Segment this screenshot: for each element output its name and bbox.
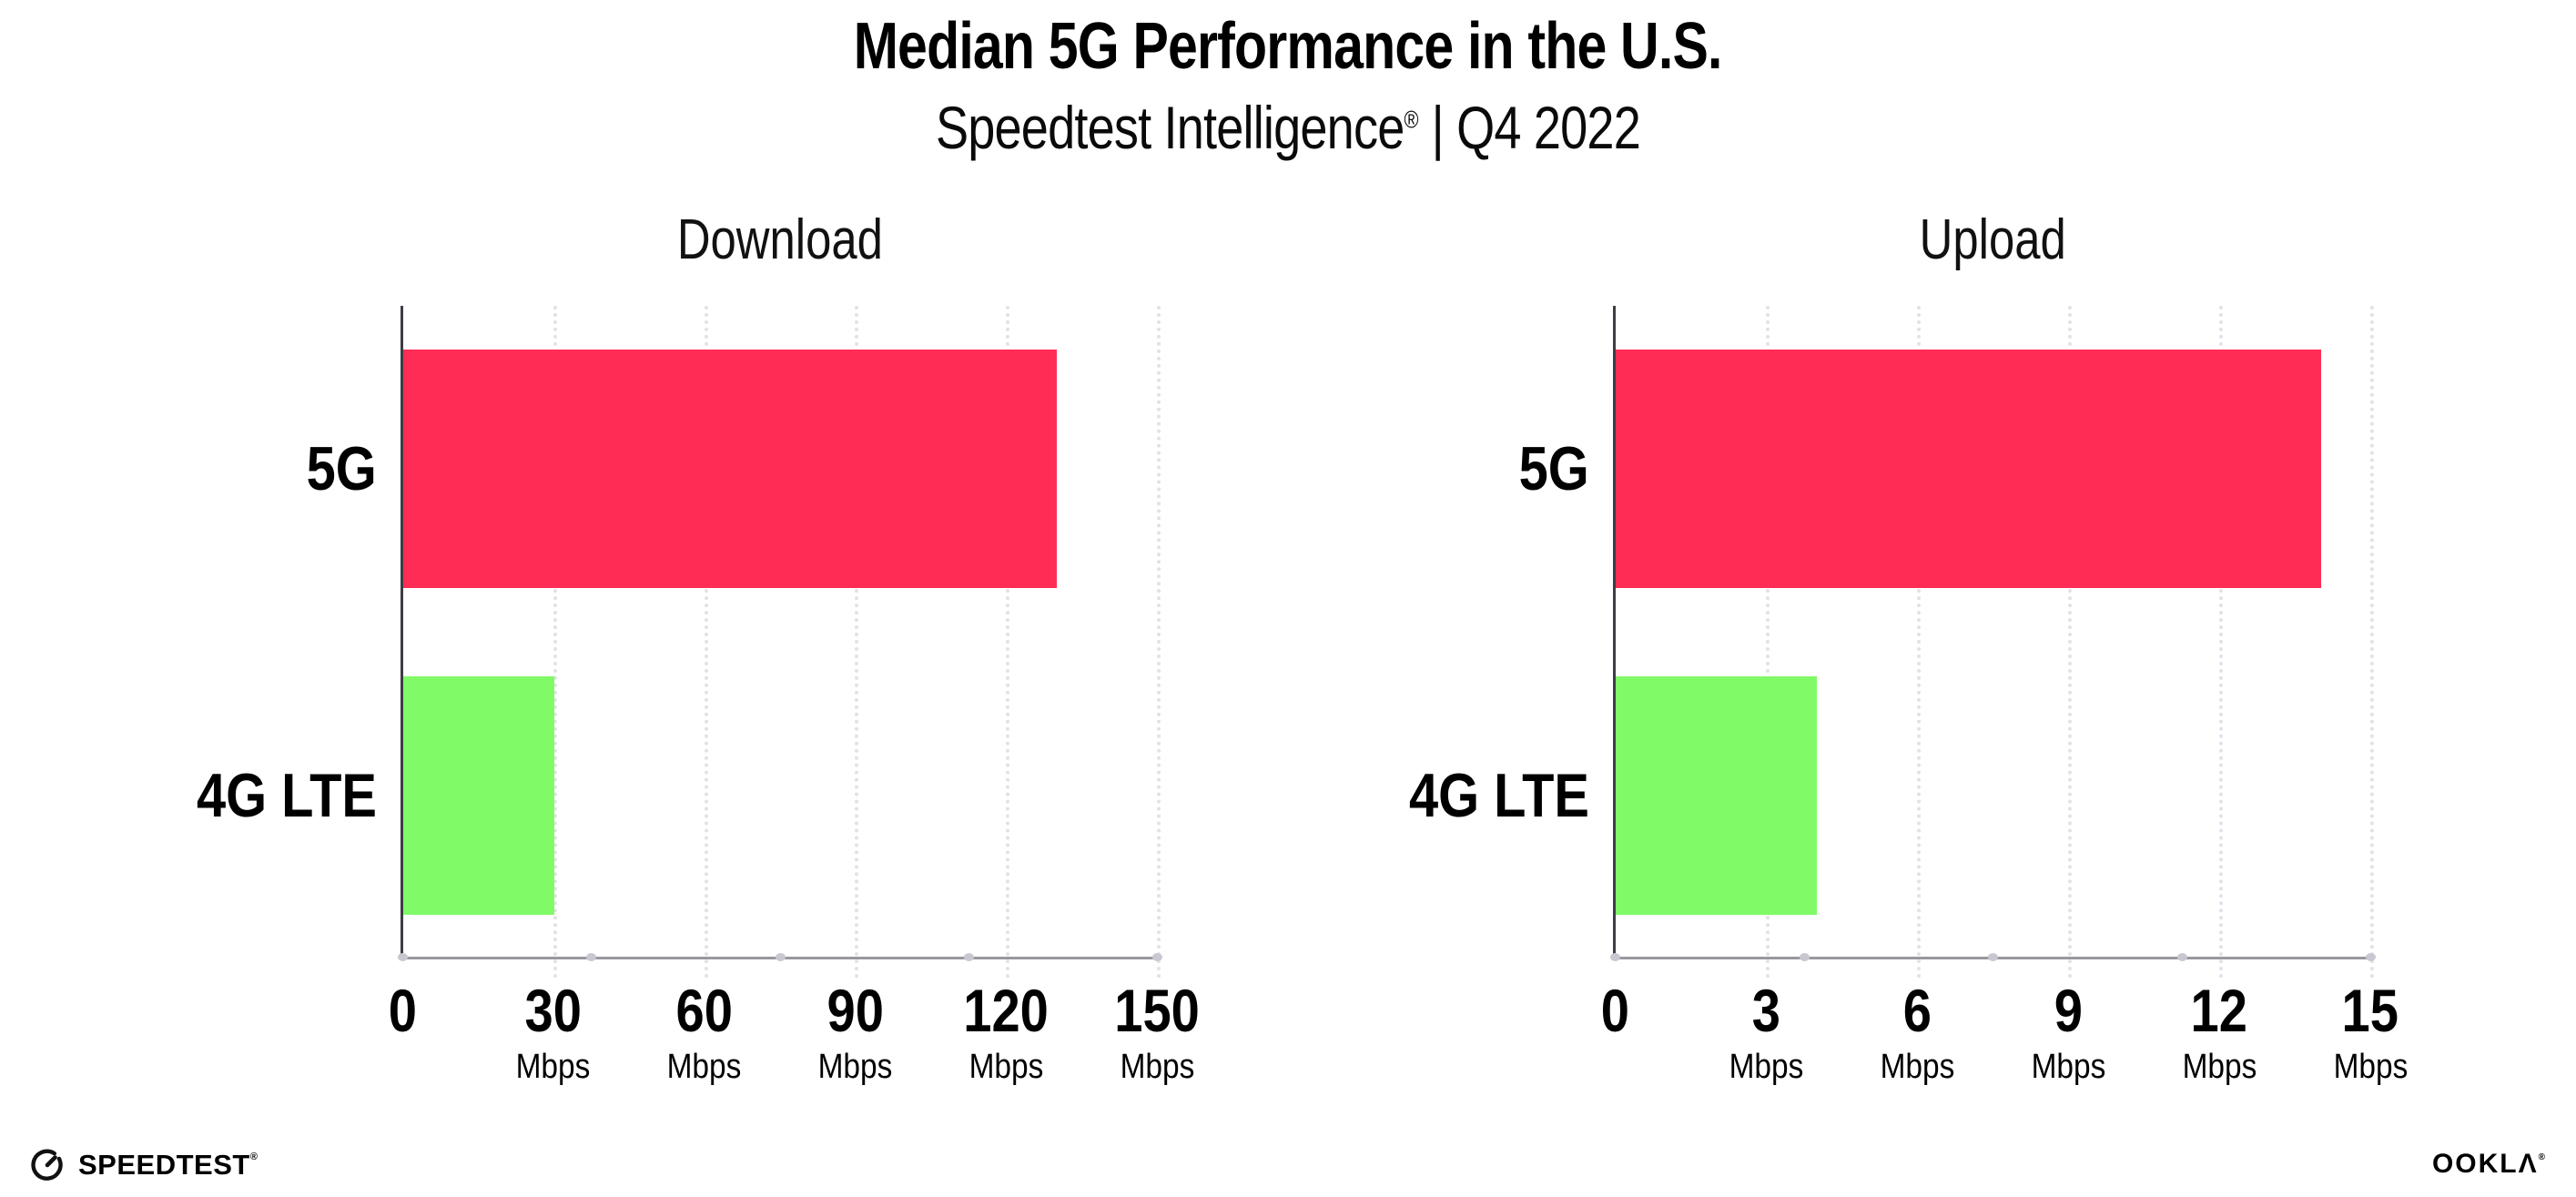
subtitle-brand: Speedtest Intelligence (935, 94, 1405, 161)
axis-tick-dot (1799, 953, 1810, 961)
gridline-60 (704, 306, 708, 979)
axis-tick-dot (586, 953, 597, 961)
upload-panel-title: Upload (1919, 208, 2066, 271)
speedtest-gauge-icon (31, 1149, 63, 1181)
gridline-30 (553, 306, 557, 979)
download-plot-area: 5G 4G LTE 0 30 Mbps 60 Mbps 90 Mbps 120 Mbps 150 Mbp… (197, 306, 1200, 1084)
x-tick-value: 0 (388, 977, 417, 1044)
x-tick-15: 15 Mbps (2270, 979, 2470, 1084)
axis-tick-dot (398, 953, 408, 961)
axis-tick-dot (1610, 953, 1620, 961)
x-tick-unit: Mbps (2333, 1048, 2408, 1087)
ookla-registered-icon: ® (2538, 1152, 2547, 1162)
x-tick-150: 150 Mbps (1057, 979, 1257, 1084)
registered-mark-icon: ® (1404, 106, 1419, 134)
x-tick-30: 30 Mbps (453, 979, 654, 1084)
row-label-4g-lte: 4G LTE (1408, 760, 1589, 830)
x-tick-unit: Mbps (1880, 1048, 1954, 1087)
x-tick-value: 150 (1114, 977, 1200, 1044)
y-axis-spine (1613, 306, 1616, 959)
x-tick-120: 120 Mbps (906, 979, 1106, 1084)
row-label-4g-lte: 4G LTE (196, 760, 377, 830)
speedtest-wordmark: SPEEDTEST® (78, 1149, 259, 1181)
x-tick-unit: Mbps (2031, 1048, 2105, 1087)
download-panel-title: Download (676, 208, 883, 271)
axis-tick-dot (775, 953, 786, 961)
bar-4g-lte (403, 675, 554, 915)
x-tick-unit: Mbps (969, 1048, 1044, 1087)
gridline-6 (1917, 306, 1921, 979)
axis-tick-dot (1988, 953, 1998, 961)
gridline-3 (1766, 306, 1770, 979)
x-tick-9: 9 Mbps (1968, 979, 2168, 1084)
x-tick-unit: Mbps (2182, 1048, 2257, 1087)
chart-subtitle: Speedtest Intelligence® | Q4 2022 (0, 93, 2576, 162)
gridline-12 (2219, 306, 2223, 979)
gridline-120 (1006, 306, 1010, 979)
x-tick-value: 6 (1902, 977, 1932, 1044)
row-label-5g: 5G (1518, 434, 1589, 504)
axis-tick-dot (963, 953, 974, 961)
x-tick-0: 0 (1515, 979, 1715, 1042)
row-label-5g: 5G (306, 434, 377, 504)
x-tick-60: 60 Mbps (604, 979, 805, 1084)
speedtest-registered-icon: ® (249, 1151, 259, 1162)
x-tick-3: 3 Mbps (1666, 979, 1866, 1084)
speedtest-logo: SPEEDTEST® (29, 1140, 258, 1191)
x-tick-90: 90 Mbps (755, 979, 955, 1084)
bar-4g-lte (1616, 675, 1818, 915)
x-tick-unit: Mbps (1120, 1048, 1194, 1087)
chart-title: Median 5G Performance in the U.S. (854, 10, 1723, 83)
x-tick-unit: Mbps (666, 1048, 742, 1087)
x-tick-unit: Mbps (515, 1048, 591, 1087)
x-tick-value: 12 (2190, 977, 2248, 1044)
x-tick-12: 12 Mbps (2119, 979, 2319, 1084)
x-tick-6: 6 Mbps (1817, 979, 2017, 1084)
subtitle-period: | Q4 2022 (1418, 94, 1641, 161)
x-tick-value: 0 (1600, 977, 1629, 1044)
x-tick-value: 9 (2054, 977, 2083, 1044)
bar-5g (403, 350, 1058, 589)
bar-5g (1616, 350, 2321, 589)
gridline-150 (1157, 306, 1161, 979)
x-tick-value: 15 (2341, 977, 2399, 1044)
ookla-logo: OOKLΛ® (2432, 1149, 2547, 1180)
x-tick-0: 0 (302, 979, 502, 1042)
y-axis-spine (401, 306, 403, 959)
gridline-9 (2068, 306, 2072, 979)
gridline-15 (2370, 306, 2374, 979)
x-tick-value: 60 (675, 977, 733, 1044)
x-tick-value: 3 (1751, 977, 1780, 1044)
gridline-90 (855, 306, 859, 979)
chart-header: Median 5G Performance in the U.S. Speedt… (0, 9, 2576, 162)
axis-tick-dot (2176, 953, 2187, 961)
axis-tick-dot (1152, 953, 1162, 961)
ookla-wordmark: OOKLΛ® (2431, 1149, 2547, 1179)
x-tick-unit: Mbps (1729, 1048, 1803, 1087)
axis-tick-dot (2366, 953, 2376, 961)
x-tick-unit: Mbps (817, 1048, 893, 1087)
x-tick-value: 120 (963, 977, 1049, 1044)
x-tick-value: 30 (524, 977, 582, 1044)
upload-plot-area: 5G 4G LTE 0 3 Mbps 6 Mbps 9 Mbps 12 Mbps 15 Mbps (1409, 306, 2408, 1084)
x-tick-value: 90 (827, 977, 884, 1044)
